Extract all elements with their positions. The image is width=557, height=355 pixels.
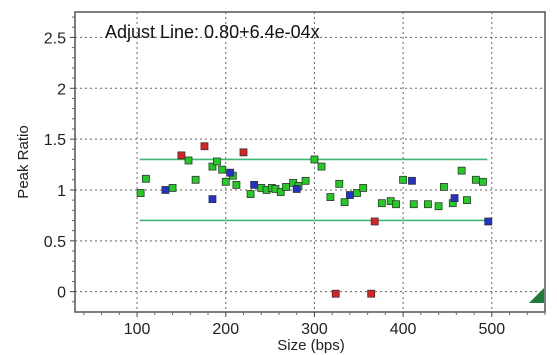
data-point (301, 176, 310, 185)
x-tick-label: 100 (124, 321, 151, 338)
x-axis-title: Size (bps) (277, 337, 345, 354)
data-point (184, 156, 193, 165)
data-point (424, 200, 432, 209)
data-point (276, 188, 285, 196)
data-point (367, 289, 376, 298)
data-point (292, 185, 301, 193)
data-point (346, 191, 354, 199)
plot-frame (74, 11, 546, 313)
data-point (370, 217, 379, 226)
data-point (177, 151, 186, 160)
data-point (392, 200, 400, 209)
data-point (484, 217, 493, 226)
data-point (471, 175, 480, 184)
data-point (232, 180, 241, 189)
data-point (463, 196, 471, 205)
data-point (317, 162, 326, 171)
data-point (450, 194, 459, 203)
data-point (335, 179, 344, 188)
data-point (142, 174, 150, 183)
x-tick-label: 500 (478, 321, 505, 338)
data-point (250, 180, 259, 189)
tick-marks (70, 16, 546, 317)
data-point (310, 155, 319, 164)
y-tick-label: 1 (57, 183, 66, 200)
data-point (226, 168, 235, 177)
data-point (212, 157, 221, 166)
x-tick-labels: 100 200 300 400 500 (124, 321, 506, 338)
x-tick-label: 200 (212, 321, 239, 338)
data-point (239, 148, 248, 157)
data-point (161, 186, 170, 194)
y-tick-label: 2 (57, 81, 66, 98)
resize-grip-icon[interactable] (529, 288, 544, 303)
y-axis-title: Peak Ratio (15, 125, 32, 198)
grid-lines (75, 12, 545, 312)
data-point (136, 189, 145, 197)
y-tick-labels: 0 0.5 1 1.5 2 2.5 (44, 30, 66, 301)
x-tick-label: 300 (301, 321, 328, 338)
y-tick-label: 1.5 (44, 132, 66, 149)
y-tick-label: 0.5 (44, 234, 66, 251)
data-point (282, 183, 290, 191)
data-point (221, 177, 230, 186)
x-tick-label: 400 (390, 321, 417, 338)
data-point (409, 200, 418, 209)
data-point (408, 176, 416, 185)
data-point (359, 184, 368, 192)
data-point (168, 184, 177, 192)
data-point (200, 142, 209, 151)
y-tick-label: 2.5 (44, 30, 66, 47)
chart-title: Adjust Line: 0.80+6.4e-04x (105, 22, 320, 42)
data-point (340, 198, 349, 207)
data-point (479, 177, 487, 186)
data-point (399, 175, 408, 184)
data-point (331, 289, 340, 298)
data-point (377, 199, 386, 208)
data-point (208, 162, 217, 171)
data-point (440, 183, 448, 191)
data-point (208, 195, 217, 204)
data-point (191, 175, 200, 184)
data-point (457, 166, 466, 175)
data-points (136, 142, 493, 298)
data-point (326, 193, 335, 201)
data-point (218, 165, 227, 174)
data-point (434, 202, 443, 211)
y-tick-label: 0 (57, 285, 66, 302)
data-point (246, 190, 255, 198)
